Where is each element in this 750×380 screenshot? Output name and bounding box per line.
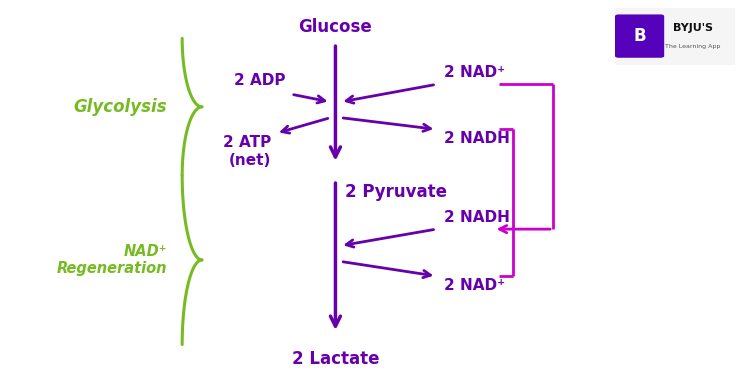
FancyBboxPatch shape <box>613 6 737 66</box>
Text: 2 Lactate: 2 Lactate <box>292 350 380 368</box>
Text: 2 NADH: 2 NADH <box>444 131 510 146</box>
Text: NAD⁺
Regeneration: NAD⁺ Regeneration <box>57 244 167 276</box>
Text: 2 ATP
(net): 2 ATP (net) <box>223 135 272 168</box>
Text: Glycolysis: Glycolysis <box>74 98 167 116</box>
Text: 2 NAD⁺: 2 NAD⁺ <box>444 278 506 293</box>
Text: 2 Pyruvate: 2 Pyruvate <box>345 183 447 201</box>
Text: BYJU'S: BYJU'S <box>673 22 713 33</box>
Text: Glucose: Glucose <box>298 19 372 36</box>
Text: 2 ADP: 2 ADP <box>235 73 286 88</box>
FancyBboxPatch shape <box>615 14 664 58</box>
Text: 2 NADH: 2 NADH <box>444 210 510 225</box>
Text: The Learning App: The Learning App <box>665 44 721 49</box>
Text: 2 NAD⁺: 2 NAD⁺ <box>444 65 506 81</box>
Text: B: B <box>633 27 646 45</box>
